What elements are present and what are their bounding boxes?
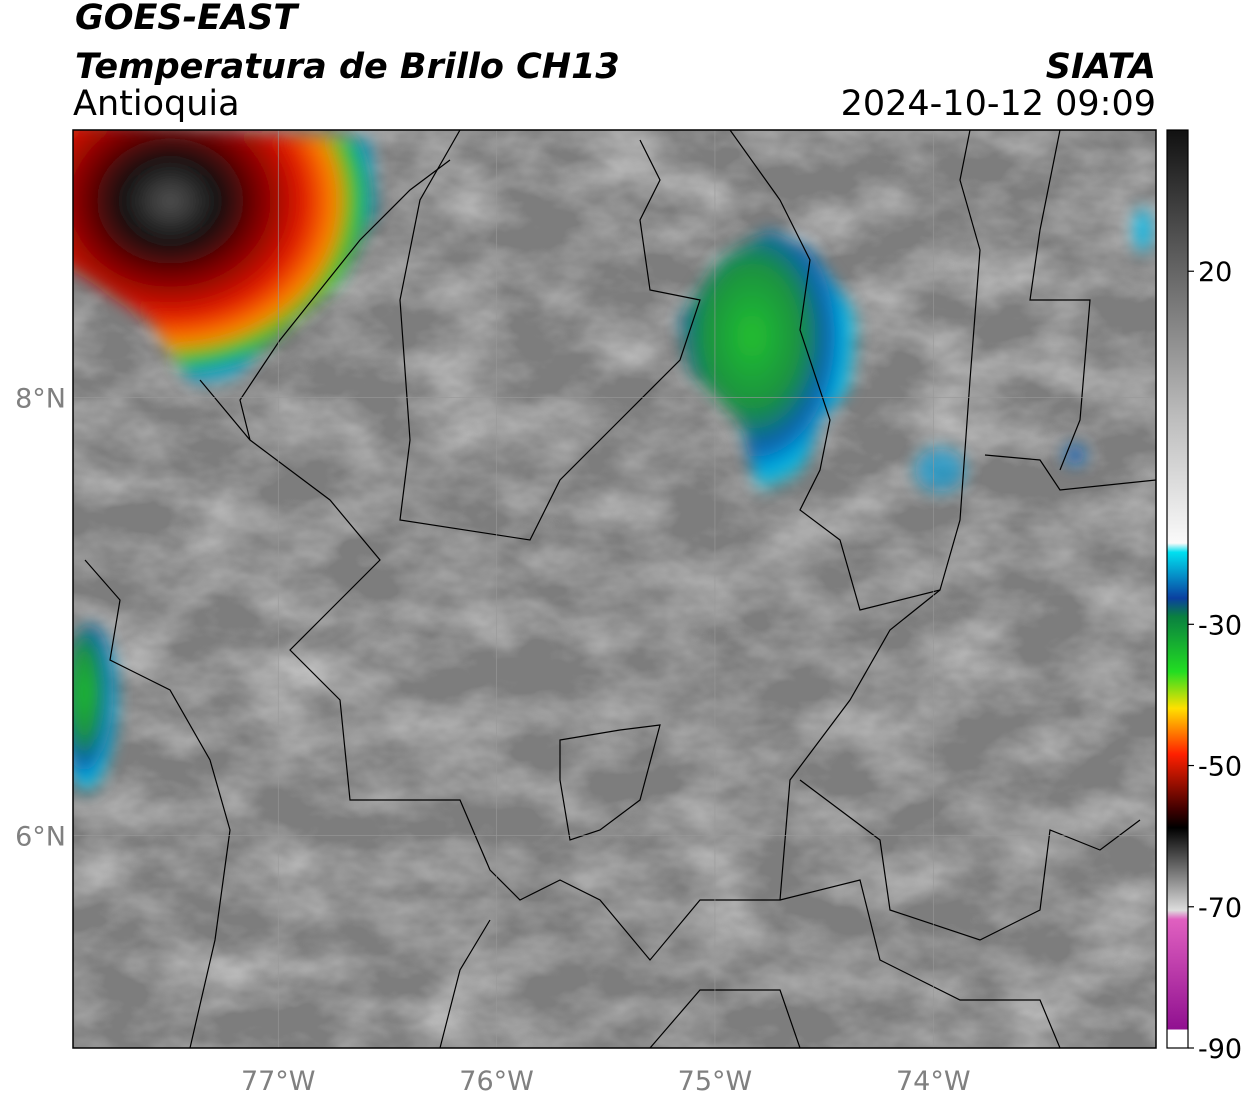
colorbar-tick-label: -30: [1198, 610, 1242, 641]
subtitle: Temperatura de Brillo CH13: [75, 47, 620, 87]
colorbar-tick-label: 20: [1198, 257, 1232, 288]
colorbar-tick-label: -70: [1198, 893, 1242, 924]
source: SIATA: [1046, 47, 1156, 87]
datetime: 2024-10-12 09:09: [841, 84, 1156, 124]
satellite-image: [73, 130, 1156, 1048]
lon-tick-label: 76°W: [459, 1066, 534, 1097]
lon-tick-label: 77°W: [241, 1066, 316, 1097]
lat-tick-label: 8°N: [15, 383, 66, 414]
map-frame: [72, 129, 1157, 1049]
lon-tick-label: 75°W: [678, 1066, 753, 1097]
colorbar-tick-label: -50: [1198, 752, 1242, 783]
lon-tick-label: 74°W: [896, 1066, 971, 1097]
region: Antioquia: [73, 84, 240, 124]
colorbar-tick-label: -90: [1198, 1034, 1242, 1065]
colorbar: [1166, 129, 1189, 1049]
lat-tick-label: 6°N: [15, 821, 66, 852]
title: GOES-EAST: [75, 0, 300, 38]
